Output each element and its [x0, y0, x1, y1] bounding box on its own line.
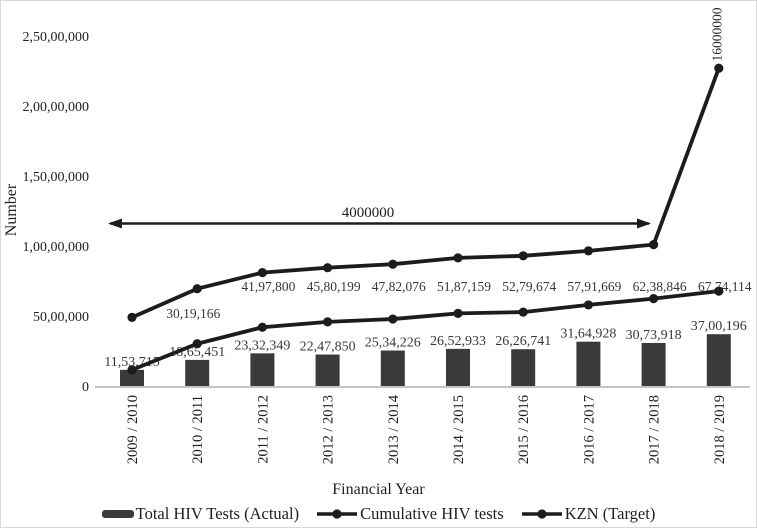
legend-item-kzn-target: KZN (Target): [521, 504, 656, 524]
bar-2014-2015: [446, 348, 470, 386]
y-tick-label: 2,50,00,000: [23, 30, 90, 45]
target-span-arrow-label: 4000000: [341, 205, 395, 221]
y-tick-label: 1,00,00,000: [23, 240, 90, 255]
bar-2012-2013: [315, 354, 340, 386]
chart-legend: Total HIV Tests (Actual) Cumulative HIV …: [1, 503, 756, 525]
y-tick-label: 50,00,000: [33, 310, 89, 325]
bar-value-label: 37,00,196: [691, 319, 747, 334]
category-label: 2009 / 2010: [125, 395, 141, 464]
cumulative-value-label: 57,91,669: [567, 279, 621, 294]
line-dot-swatch-icon: [521, 509, 562, 519]
legend-label-kzn-target: KZN (Target): [564, 504, 656, 523]
combo-chart-plot-area: 0 50,00,000 1,00,00,000 1,50,00,000 2,00,00,…: [23, 30, 752, 464]
cumulative-value-label: 47,82,076: [372, 279, 426, 294]
bar-value-label: 30,73,918: [626, 328, 682, 343]
bar-value-label: 23,32,349: [234, 338, 290, 353]
cumulative-point: [649, 294, 659, 304]
y-tick-label: 2,00,00,000: [23, 100, 90, 115]
final-target-point-label: 16000000: [709, 7, 725, 62]
legend-item-cumulative-hiv-tests: Cumulative HIV tests: [316, 504, 504, 524]
cumulative-value-label: 41,97,800: [241, 279, 295, 294]
kzn-target-point: [649, 240, 659, 250]
bar-value-label: 22,47,850: [300, 340, 356, 355]
kzn-target-point: [127, 312, 137, 322]
bar-2013-2014: [380, 350, 405, 386]
y-tick-label: 0: [82, 380, 89, 395]
cumulative-point: [257, 322, 267, 332]
kzn-target-line: [131, 67, 721, 320]
legend-label-cumulative-hiv-tests: Cumulative HIV tests: [360, 504, 504, 523]
legend-item-total-hiv-tests-actual: Total HIV Tests (Actual): [101, 504, 300, 524]
line-dot-swatch-icon: [317, 509, 358, 519]
bar-2009-2010: [120, 369, 144, 386]
cumulative-value-label: 62,38,846: [633, 279, 687, 294]
legend-label-total-hiv-tests: Total HIV Tests (Actual): [135, 504, 300, 523]
cumulative-point: [323, 317, 333, 327]
bar-value-label: 25,34,226: [365, 336, 421, 351]
kzn-target-point: [453, 253, 463, 263]
kzn-target-point: [323, 263, 333, 273]
cumulative-line: [131, 289, 720, 372]
y-axis-title: Number: [3, 183, 20, 237]
category-label: 2010 / 2011: [190, 395, 206, 464]
cumulative-point: [583, 300, 594, 310]
cumulative-point: [714, 286, 724, 296]
category-label: 2013 / 2014: [386, 394, 402, 464]
kzn-target-point: [192, 284, 202, 294]
bar-2017-2018: [641, 342, 666, 386]
cumulative-value-label: 30,19,166: [166, 306, 220, 321]
category-label: 2011 / 2012: [255, 395, 271, 464]
category-label: 2015 / 2016: [516, 395, 532, 464]
arrowhead-right-icon: [637, 218, 651, 229]
bar-2016-2017: [576, 341, 601, 386]
category-label: 2014 / 2015: [451, 395, 467, 464]
kzn-target-point: [257, 268, 267, 278]
bar-2015-2016: [511, 349, 536, 386]
category-label: 2012 / 2013: [321, 395, 337, 464]
cumulative-point: [453, 308, 463, 318]
kzn-target-point: [388, 259, 398, 269]
bar-2010-2011: [185, 359, 210, 386]
cumulative-point: [192, 339, 202, 349]
cumulative-value-label: 51,87,159: [437, 279, 491, 294]
kzn-target-point: [518, 251, 528, 261]
bar-value-label: 26,52,933: [430, 334, 486, 349]
cumulative-value-label: 67,74,114: [698, 279, 752, 294]
kzn-target-point: [714, 63, 724, 73]
bar-value-label: 26,26,741: [495, 334, 551, 349]
cumulative-point: [127, 365, 137, 375]
bar-series-swatch-icon: [101, 510, 134, 518]
bar-2018-2019: [706, 334, 731, 386]
cumulative-point: [518, 307, 528, 317]
kzn-target-point: [583, 246, 594, 256]
y-tick-label: 1,50,00,000: [23, 170, 90, 185]
arrowhead-left-icon: [108, 218, 122, 229]
x-axis-title: Financial Year: [332, 481, 425, 498]
cumulative-value-label: 45,80,199: [307, 279, 361, 294]
bar-2011-2012: [250, 353, 275, 386]
cumulative-value-label: 52,79,674: [502, 279, 556, 294]
category-label: 2017 / 2018: [647, 395, 663, 464]
cumulative-point: [388, 314, 398, 324]
category-label: 2018 / 2019: [712, 395, 728, 464]
category-label: 2016 / 2017: [581, 395, 597, 464]
bar-value-label: 31,64,928: [560, 327, 616, 342]
